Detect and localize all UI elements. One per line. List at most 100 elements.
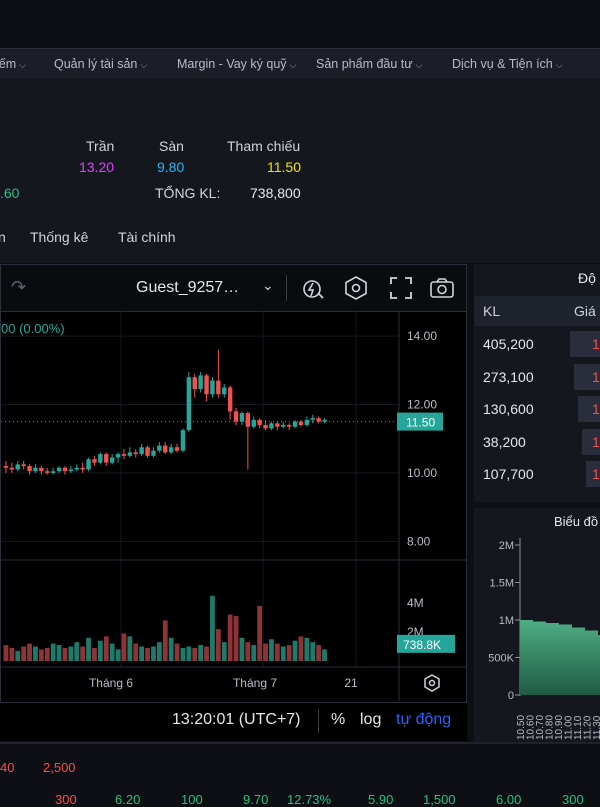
top-bar: [0, 0, 600, 48]
volume-bar: [263, 643, 268, 661]
percent-toggle[interactable]: %: [331, 711, 346, 728]
tab-thong-ke[interactable]: Thống kê: [30, 229, 89, 245]
alert-icon[interactable]: [300, 275, 326, 301]
ceiling-price: 13.20: [79, 159, 115, 175]
volume-bar: [68, 646, 74, 661]
order-book-row[interactable]: 107,700 1: [474, 458, 600, 490]
candle-body: [174, 447, 180, 451]
floor-label: Sàn: [159, 138, 184, 154]
price-depth-bar: [578, 396, 600, 422]
chevron-down-icon: ⌵: [555, 60, 563, 70]
tab-partial[interactable]: n: [0, 229, 6, 245]
volume-chart-x-label: 10.70: [535, 715, 546, 740]
candle-body: [186, 377, 192, 431]
order-price: 1: [592, 401, 600, 417]
volume-bar: [133, 643, 139, 661]
volume-bar: [139, 646, 145, 661]
volume-by-price-panel: Biểu đồ 2M 1.5M 1M 500K 0 10.50 10.60 10.70 10.8…: [474, 508, 600, 742]
time-tick-label: Tháng 7: [233, 676, 277, 690]
order-volume: 107,700: [483, 466, 534, 482]
candle-body: [257, 419, 262, 426]
volume-chart-y-label: 1.5M: [490, 578, 514, 590]
candle-body: [192, 377, 197, 390]
price-tick-label: 12.00: [407, 398, 437, 412]
log-toggle[interactable]: log: [360, 711, 382, 728]
volume-bar: [251, 645, 257, 661]
price-depth-bar: [582, 428, 600, 455]
user-name[interactable]: Guest_9257…: [136, 279, 240, 296]
volume-bar: [192, 647, 198, 661]
chevron-down-icon[interactable]: ⌄: [262, 277, 274, 293]
volume-chart-x-label: 10.80: [545, 715, 556, 740]
last-volume-badge: [397, 634, 455, 653]
volume-chart-y-label: 0: [508, 690, 514, 702]
candle-body: [251, 419, 256, 427]
price-depth-bar: [586, 461, 600, 487]
last-price-label: 11.50: [406, 416, 435, 430]
chart-toolbar: ↷ Guest_9257… ⌄: [1, 265, 466, 312]
candle-body: [56, 467, 62, 472]
settings-hexagon-icon[interactable]: [343, 275, 369, 301]
candle-body: [21, 464, 26, 467]
nav-item-quan-ly-tai-san[interactable]: Quản lý tài sản ⌵: [54, 57, 147, 71]
volume-bar: [286, 645, 292, 661]
volume-chart-x-label: 11.20: [583, 715, 594, 740]
reference-label: Tham chiếu: [227, 138, 301, 154]
volume-bar: [80, 646, 86, 661]
nav-label: Quản lý tài sản: [54, 57, 138, 71]
volume-chart-x-label: 11.10: [573, 715, 584, 740]
order-volume: 130,600: [483, 401, 534, 417]
candle-body: [15, 464, 20, 470]
redo-icon[interactable]: ↷: [11, 277, 27, 297]
volume-bar: [239, 637, 245, 661]
price-depth-bar: [574, 363, 600, 390]
candle-body: [298, 421, 304, 426]
volume-bar: [109, 643, 115, 661]
volume-bar: [97, 640, 103, 661]
tab-tai-chinh[interactable]: Tài chính: [118, 229, 176, 245]
nav-item-tim-kiem[interactable]: iếm⌵: [0, 57, 26, 71]
order-book-row[interactable]: 273,100 1: [474, 361, 600, 393]
volume-chart-x-label: 10.50: [516, 715, 527, 740]
nav-item-margin[interactable]: Margin - Vay ký quỹ ⌵: [177, 57, 296, 71]
candle-body: [263, 425, 268, 429]
fullscreen-icon[interactable]: [388, 275, 414, 301]
axis-settings-icon: [424, 674, 440, 692]
nav-item-san-pham-dau-tu[interactable]: Sản phẩm đầu tư ⌵: [316, 57, 422, 71]
candle-body: [163, 445, 168, 453]
col-price: Giá: [574, 303, 596, 319]
candle-body: [62, 467, 68, 472]
order-volume: 273,100: [483, 368, 534, 385]
volume-bar: [62, 647, 68, 661]
camera-icon[interactable]: [429, 275, 455, 301]
order-book-row[interactable]: 405,200 1: [474, 328, 600, 360]
auto-scale-toggle[interactable]: tự động: [396, 711, 452, 728]
toolbar-divider: [286, 275, 287, 301]
volume-bar: [21, 646, 27, 661]
col-kl: KL: [483, 303, 501, 319]
volume-chart-title: Biểu đồ: [554, 514, 599, 529]
volume-bar: [221, 642, 227, 661]
volume-bar: [15, 650, 21, 661]
volume-bar: [233, 616, 239, 661]
order-book-row[interactable]: 38,200 1: [474, 426, 600, 458]
order-price: 1: [592, 368, 600, 385]
candle-body: [145, 447, 150, 456]
volume-area: [520, 620, 600, 695]
volume-bar: [227, 614, 233, 661]
candle-body: [316, 418, 321, 422]
order-price: 1: [592, 466, 600, 482]
volume-bar: [115, 649, 121, 661]
nav-item-dich-vu[interactable]: Dịch vụ & Tiện ích ⌵: [452, 57, 563, 71]
price-tick-label: 10.00: [407, 466, 437, 480]
candle-body: [245, 413, 251, 427]
candle-body: [204, 375, 209, 395]
current-price-partial: .60: [0, 185, 20, 201]
candle-body: [180, 430, 186, 451]
volume-bar: [9, 647, 15, 661]
candle-body: [233, 411, 239, 422]
volume-bar: [245, 642, 251, 661]
volume-bar: [280, 646, 286, 661]
order-book-row[interactable]: 130,600 1: [474, 393, 600, 425]
